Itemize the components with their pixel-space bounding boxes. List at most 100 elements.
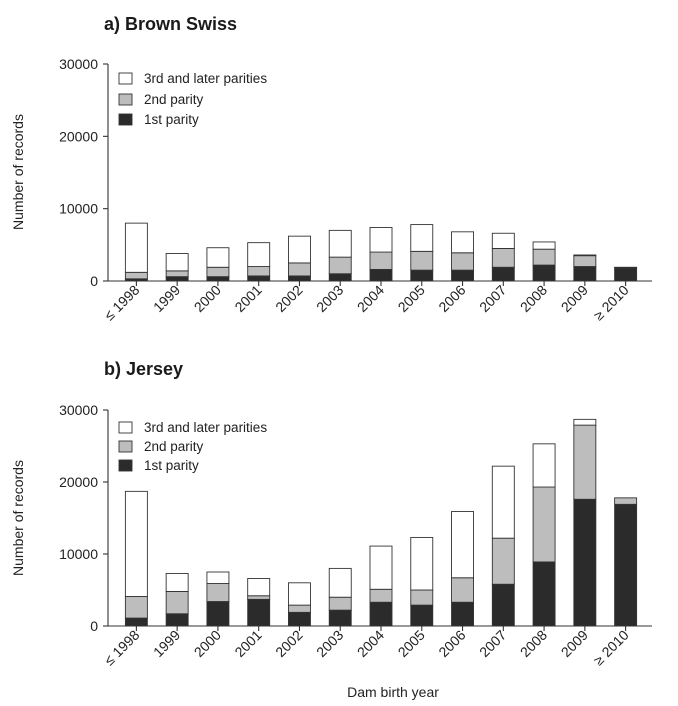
x-tick-label: 2002 (272, 282, 305, 315)
bar-a-s1-c12 (614, 266, 638, 269)
bar-b-s0-c2 (206, 601, 230, 627)
x-tick-label: ≥ 2010 (590, 627, 632, 669)
y-tick-label: 0 (90, 273, 98, 289)
bar-a-s0-c2 (206, 276, 230, 282)
bar-a-s0-c4 (288, 275, 311, 282)
bar-a-s1-c9 (491, 247, 515, 268)
bar-a-s1-c2 (206, 266, 230, 278)
bar-a-s2-c9 (491, 232, 515, 249)
bar-b-s0-c7 (410, 604, 434, 627)
bar-a-s1-c0 (124, 271, 148, 280)
x-tick-label: 2006 (435, 627, 468, 660)
bar-b-s0-c9 (491, 583, 515, 627)
bar-b-s0-c4 (288, 611, 311, 627)
x-tick-label: 2003 (313, 627, 346, 660)
bar-b-s0-c10 (532, 561, 556, 627)
panel-a-brown-swiss: a) Brown Swiss Number of records 0 10000 2… (10, 14, 652, 323)
bar-b-s1-c12 (614, 497, 638, 505)
bar-b-s2-c9 (491, 465, 515, 539)
bar-b-s2-c2 (206, 571, 230, 584)
bar-a-s0-c3 (247, 275, 271, 282)
y-tick-label: 10000 (59, 546, 98, 562)
bar-b-s1-c1 (165, 590, 189, 615)
bar-a-s1-c5 (328, 256, 352, 275)
panel-b-legend: 3rd and later parities 2nd parity 1st pa… (118, 420, 267, 473)
panel-a-y-axis-label: Number of records (10, 114, 26, 230)
legend-a-swatch-1st (118, 113, 133, 126)
x-tick-label: 2003 (313, 282, 346, 315)
legend-b-label-3rd: 3rd and later parities (144, 420, 267, 435)
bar-b-s1-c10 (532, 486, 556, 563)
x-tick-label: ≤ 1998 (101, 627, 143, 669)
x-tick-label: ≥ 2010 (590, 282, 632, 324)
y-tick-label: 30000 (59, 402, 98, 418)
x-tick-label: 2000 (191, 627, 224, 660)
legend-b-swatch-1st (118, 459, 133, 472)
bar-b-s2-c5 (328, 567, 352, 598)
bar-b-s2-c6 (369, 545, 393, 590)
bar-a-s1-c1 (165, 270, 189, 278)
x-tick-label: 2007 (476, 282, 509, 315)
legend-b-label-2nd: 2nd parity (144, 439, 204, 454)
x-tick-label: 2006 (435, 282, 468, 315)
y-tick-label: 0 (90, 618, 98, 634)
bar-a-s1-c4 (288, 262, 311, 277)
panel-a-title: a) Brown Swiss (104, 14, 237, 34)
bar-b-s1-c11 (573, 424, 597, 500)
legend-a-swatch-3rd (118, 72, 133, 85)
bar-a-s0-c10 (532, 264, 556, 282)
x-tick-label: 2008 (517, 282, 550, 315)
bar-b-s1-c9 (491, 537, 515, 585)
bar-a-s2-c8 (451, 231, 474, 254)
legend-a-swatch-2nd (118, 93, 133, 106)
bar-b-s0-c3 (247, 598, 271, 627)
bar-a-s2-c3 (247, 242, 271, 267)
bar-b-s0-c8 (451, 601, 474, 627)
bar-a-s0-c6 (369, 268, 393, 282)
bar-b-s1-c5 (328, 596, 352, 611)
x-tick-label: 2009 (558, 282, 591, 315)
legend-a-label-2nd: 2nd parity (144, 92, 204, 107)
x-tick-label: 2005 (395, 282, 428, 315)
bar-b-s2-c8 (451, 511, 474, 579)
bar-a-s0-c8 (451, 269, 474, 282)
bar-b-s2-c7 (410, 536, 434, 591)
x-tick-label: ≤ 1998 (101, 282, 143, 324)
bar-b-s0-c12 (614, 503, 638, 627)
panel-b-bars (124, 418, 638, 627)
bar-a-s0-c5 (328, 273, 352, 282)
bar-b-s1-c8 (451, 577, 474, 603)
panel-b-title: b) Jersey (104, 359, 183, 379)
x-tick-label: 2005 (395, 627, 428, 660)
x-axis-label: Dam birth year (347, 684, 439, 700)
bar-a-s1-c8 (451, 252, 474, 271)
bar-b-s1-c7 (410, 589, 434, 606)
bar-b-s0-c6 (369, 601, 393, 627)
x-tick-label: 1999 (150, 282, 183, 315)
panel-b-jersey: b) Jersey Number of records 0 10000 20000 3… (10, 359, 652, 700)
panel-a-legend: 3rd and later parities 2nd parity 1st pa… (118, 71, 267, 127)
bar-a-s2-c0 (124, 222, 148, 273)
legend-b-swatch-2nd (118, 440, 133, 453)
x-tick-label: 2000 (191, 282, 224, 315)
bar-b-s2-c4 (288, 582, 311, 606)
panel-b-y-axis-label: Number of records (10, 460, 26, 576)
bar-a-s0-c12 (614, 267, 638, 282)
x-tick-label: 2009 (558, 627, 591, 660)
bar-a-s1-c7 (410, 250, 434, 271)
bar-a-s0-c9 (491, 266, 515, 282)
bar-a-s2-c4 (288, 235, 311, 264)
bar-a-s2-c11 (573, 254, 597, 257)
bar-a-s2-c6 (369, 227, 393, 253)
bar-a-s0-c11 (573, 266, 597, 282)
y-tick-label: 20000 (59, 474, 98, 490)
bar-b-s2-c11 (573, 418, 597, 426)
bar-a-s2-c1 (165, 253, 189, 272)
bar-b-s1-c3 (247, 595, 271, 600)
x-tick-label: 2008 (517, 627, 550, 660)
bar-a-s0-c1 (165, 276, 189, 282)
legend-a-label-1st: 1st parity (144, 112, 199, 127)
bar-b-s1-c0 (124, 596, 148, 619)
bar-a-s1-c3 (247, 266, 271, 277)
